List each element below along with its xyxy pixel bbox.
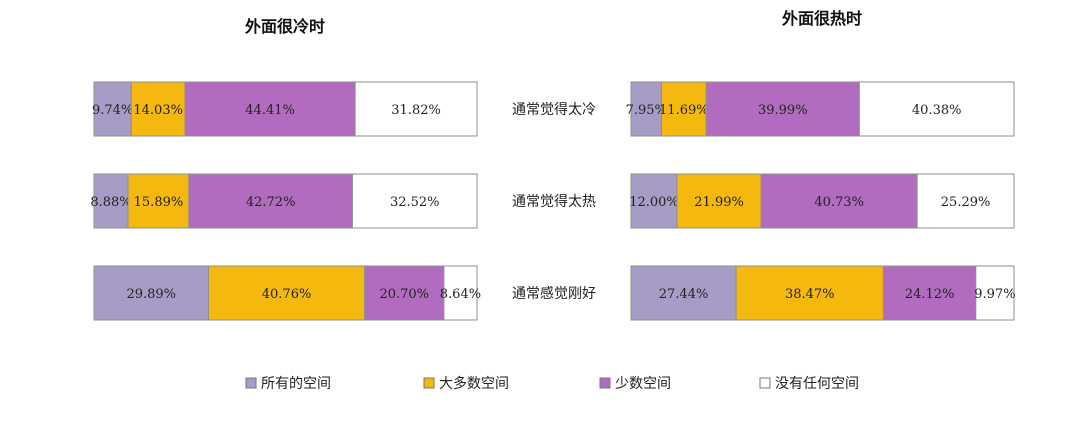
data-label: 39.99% xyxy=(758,103,808,118)
category-label: 通常觉得太冷 xyxy=(512,101,596,118)
data-label: 14.03% xyxy=(133,103,183,118)
data-label: 12.00% xyxy=(629,195,679,210)
legend-label: 大多数空间 xyxy=(439,375,509,392)
legend-swatch xyxy=(423,377,435,389)
data-label: 8.88% xyxy=(90,195,131,210)
data-label: 9.74% xyxy=(92,103,133,118)
data-label: 29.89% xyxy=(126,287,176,302)
bar-segment xyxy=(93,81,132,137)
bar-segment xyxy=(975,265,1015,321)
legend-swatch xyxy=(599,377,611,389)
data-label: 9.97% xyxy=(974,287,1015,302)
category-label: 通常感觉刚好 xyxy=(512,285,596,302)
legend-swatch xyxy=(759,377,771,389)
data-label: 31.82% xyxy=(391,103,441,118)
data-label: 24.12% xyxy=(905,287,955,302)
bar-segment xyxy=(660,81,707,137)
bar-segment xyxy=(735,265,884,321)
bar-segment xyxy=(443,265,478,321)
bar-segment xyxy=(630,81,662,137)
bar-segment xyxy=(760,173,918,229)
data-label: 15.89% xyxy=(134,195,184,210)
legend-label: 少数空间 xyxy=(615,376,671,392)
legend-label: 所有的空间 xyxy=(261,376,331,392)
bar-segment xyxy=(351,173,478,229)
data-label: 21.99% xyxy=(694,195,744,210)
bar-segment xyxy=(676,173,762,229)
data-label: 7.95% xyxy=(626,103,667,118)
bar-segment xyxy=(705,81,860,137)
bar-segment xyxy=(184,81,356,137)
data-label: 40.76% xyxy=(262,287,312,302)
bar-segment xyxy=(188,173,353,229)
bar-segment xyxy=(858,81,1015,137)
bar-segment xyxy=(916,173,1015,229)
bar-segment xyxy=(127,173,190,229)
data-label: 20.70% xyxy=(379,287,429,302)
category-label: 通常觉得太热 xyxy=(512,193,596,210)
panel-title: 外面很冷时 xyxy=(244,17,325,36)
bar-segment xyxy=(207,265,366,321)
bar-segment xyxy=(130,81,186,137)
legend-label: 没有任何空间 xyxy=(775,376,859,392)
legend-swatch xyxy=(245,377,257,389)
bar-segment xyxy=(93,265,209,321)
bar-segment xyxy=(354,81,478,137)
data-label: 40.38% xyxy=(912,103,962,118)
bar-segment xyxy=(93,173,129,229)
panel-title: 外面很热时 xyxy=(781,9,862,28)
data-label: 25.29% xyxy=(941,195,991,210)
data-label: 38.47% xyxy=(785,287,835,302)
data-label: 44.41% xyxy=(245,103,295,118)
data-label: 32.52% xyxy=(390,195,440,210)
data-label: 40.73% xyxy=(814,195,864,210)
data-label: 11.69% xyxy=(659,103,709,118)
data-label: 27.44% xyxy=(659,287,709,302)
data-label: 42.72% xyxy=(246,195,296,210)
data-label: 8.64% xyxy=(440,287,481,302)
